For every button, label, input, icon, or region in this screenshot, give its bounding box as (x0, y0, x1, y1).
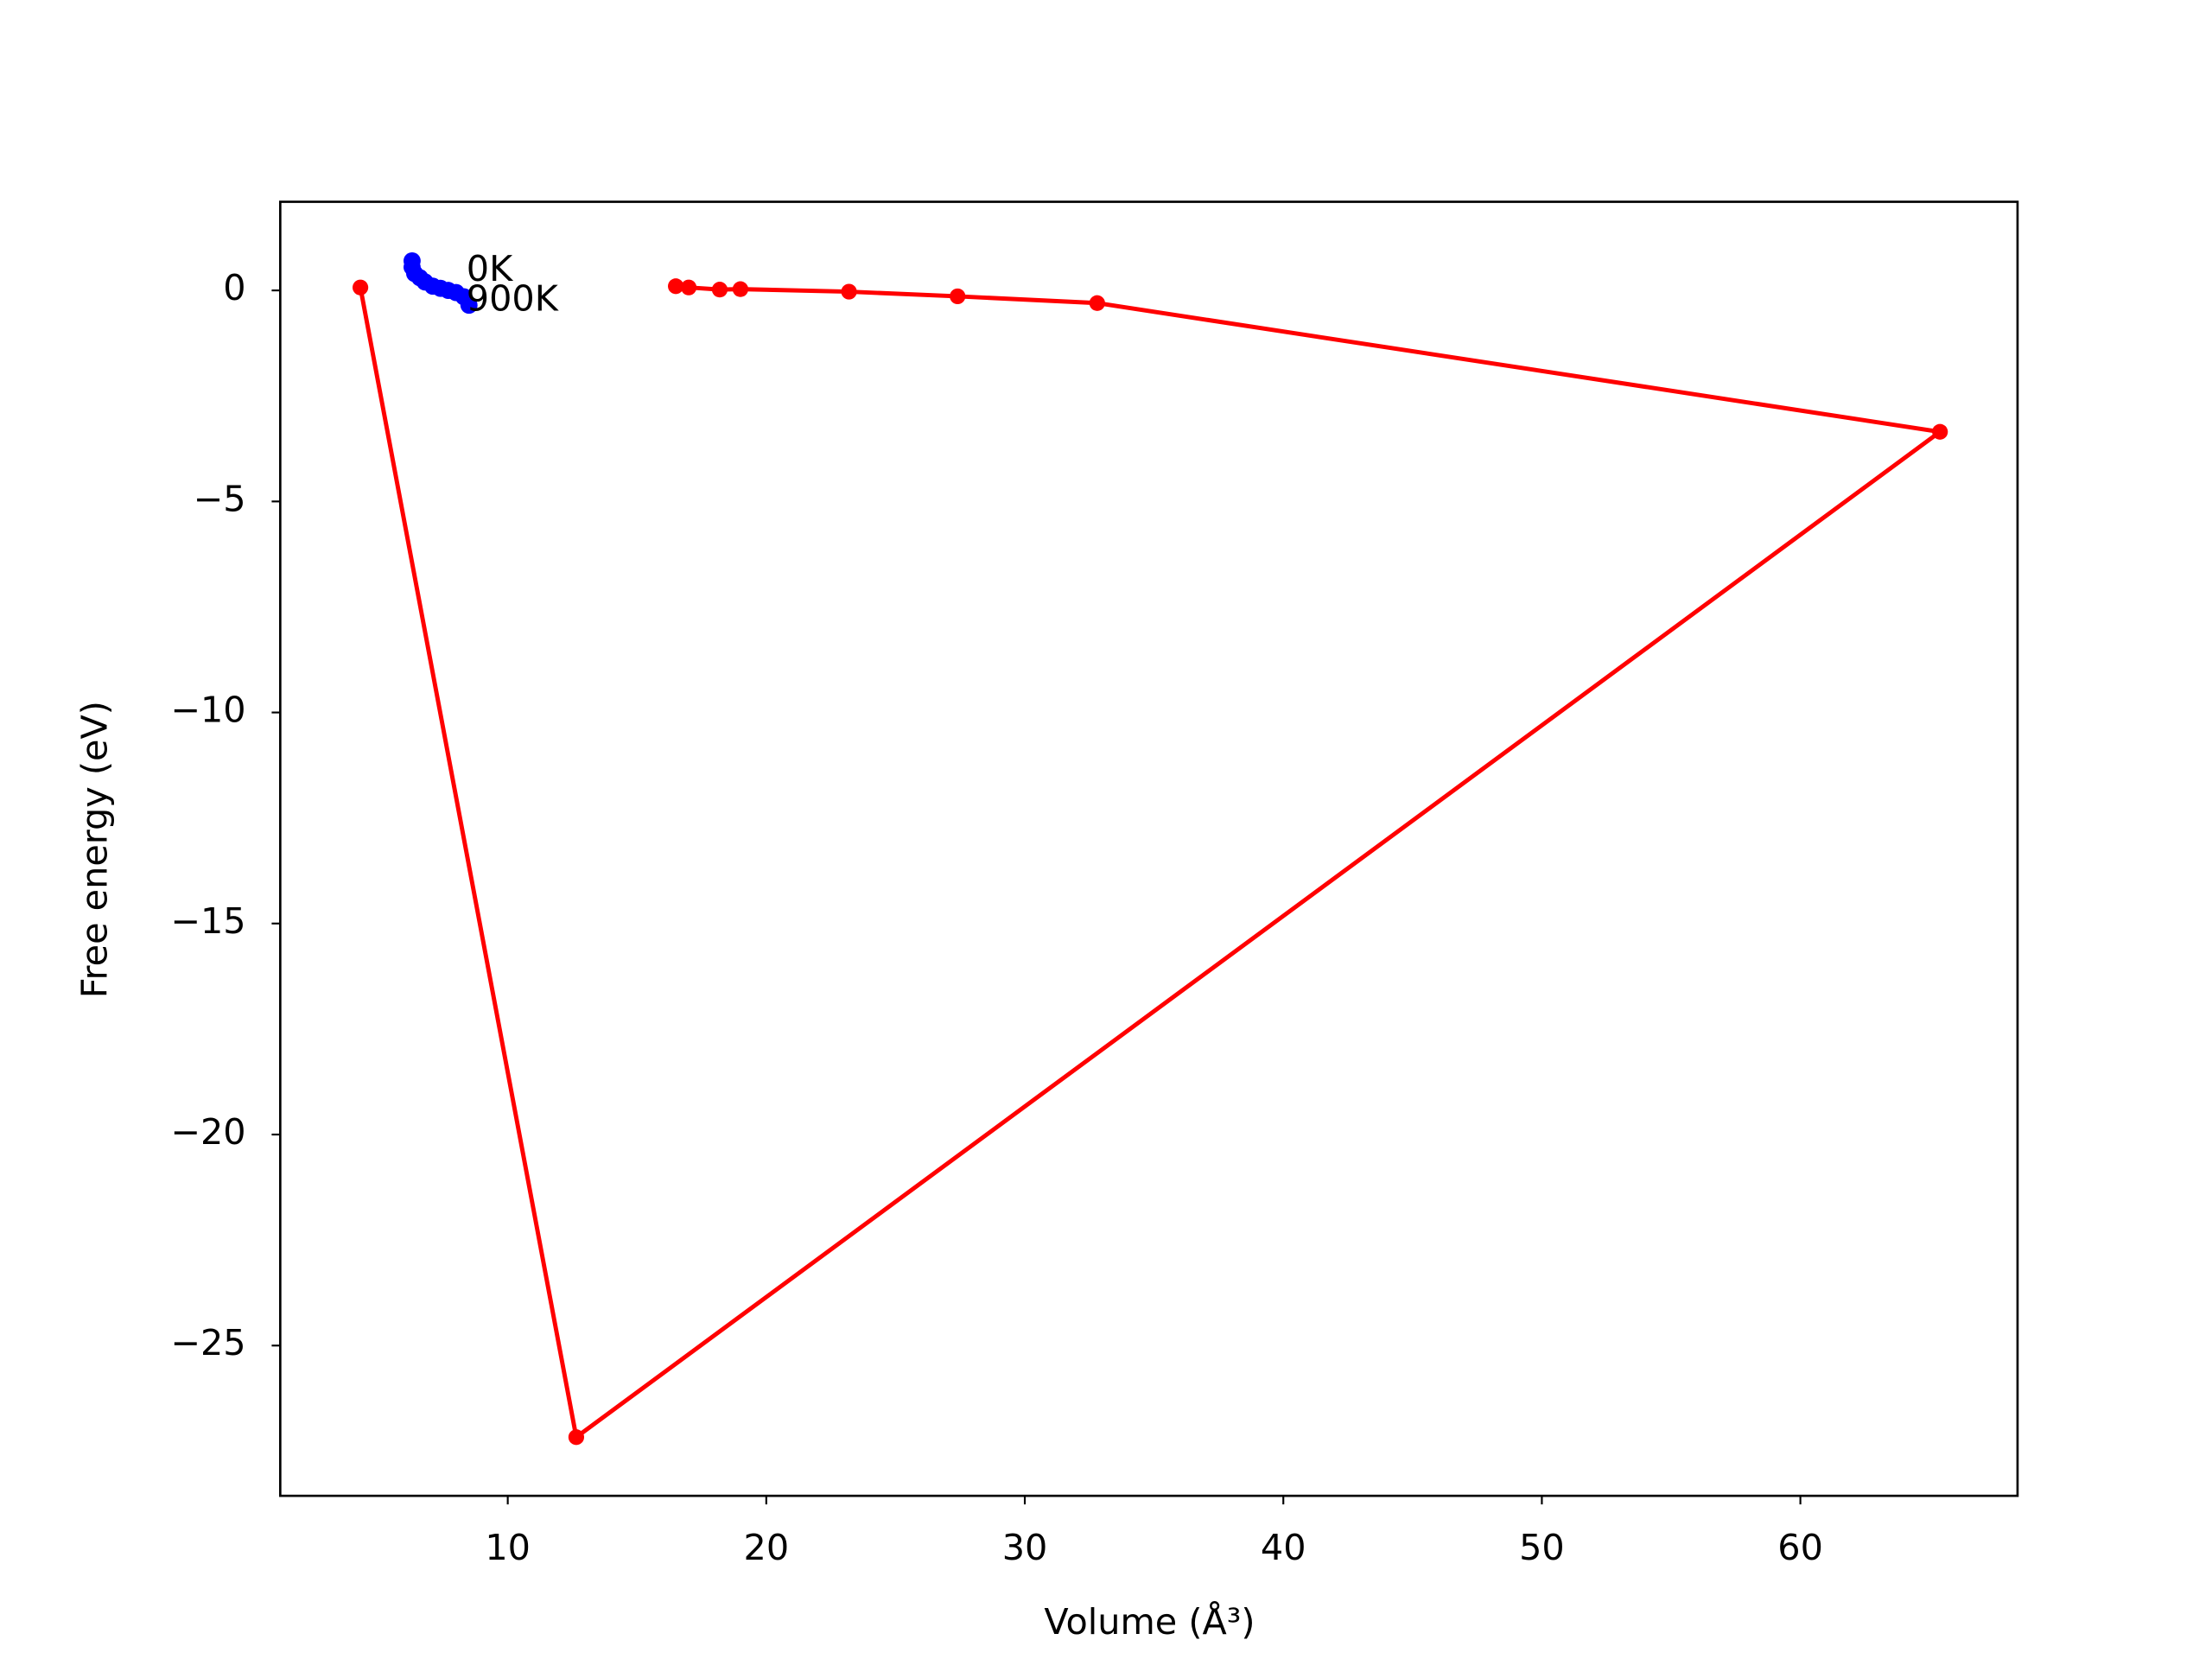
y-tick-label: −15 (170, 900, 245, 942)
y-tick-label: −5 (194, 478, 246, 519)
x-tick-label: 50 (1519, 1527, 1565, 1568)
data-point (950, 288, 966, 305)
data-point (680, 279, 697, 296)
y-tick-label: 0 (223, 267, 245, 308)
x-axis-label: Volume (Å³) (1044, 1601, 1255, 1643)
x-tick-label: 30 (1002, 1527, 1048, 1568)
y-tick-label: −25 (170, 1322, 245, 1363)
data-point (1932, 423, 1948, 440)
data-point (711, 282, 728, 298)
y-tick-label: −20 (170, 1111, 245, 1153)
data-point (1089, 295, 1105, 311)
data-line (358, 283, 1946, 1441)
data-point (732, 281, 749, 297)
x-tick-label: 10 (485, 1527, 531, 1568)
data-point (352, 279, 369, 296)
data-point (668, 278, 684, 295)
data-point (568, 1429, 585, 1446)
annotation: 0K (467, 248, 513, 289)
plot-frame (279, 200, 2019, 1497)
x-tick-label: 20 (744, 1527, 790, 1568)
x-tick-label: 40 (1261, 1527, 1306, 1568)
y-tick-label: −10 (170, 690, 245, 731)
annotation: 900K (467, 277, 559, 319)
y-axis-label: Free energy (eV) (74, 701, 116, 998)
data-point (460, 296, 478, 315)
x-tick-label: 60 (1777, 1527, 1823, 1568)
data-point (841, 283, 857, 300)
